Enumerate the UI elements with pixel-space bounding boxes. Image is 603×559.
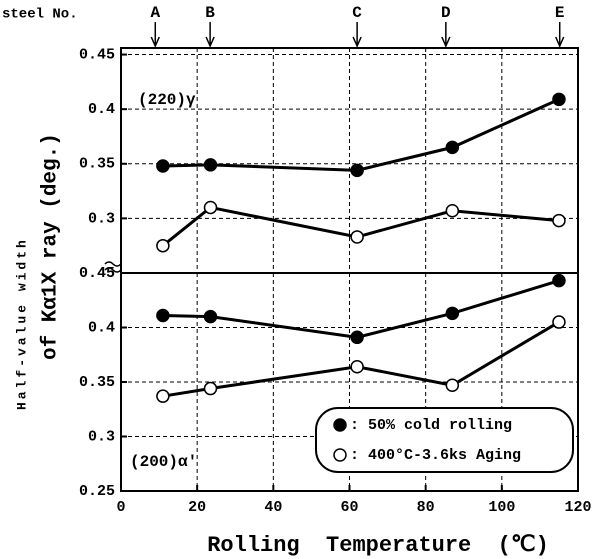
- y-label: Half-value width: [14, 237, 29, 410]
- data-point: [445, 378, 460, 393]
- y-label: of Kα1X ray (deg.): [40, 133, 63, 360]
- steel-letter: C: [352, 4, 362, 22]
- data-line: [162, 279, 560, 339]
- data-point: [156, 159, 170, 173]
- y-tick-label: 0.4: [88, 319, 115, 336]
- x-tick-label: 40: [264, 499, 282, 516]
- panel-label: (220)γ: [138, 91, 196, 109]
- data-point: [156, 238, 170, 253]
- x-tick-label: 120: [564, 499, 591, 516]
- x-tick-label: 100: [488, 499, 515, 516]
- y-tick-label: 0.35: [79, 156, 115, 173]
- steel-label: steel No.: [2, 7, 78, 23]
- data-point: [552, 315, 566, 329]
- steel-arrow: [555, 22, 565, 48]
- data-point: [203, 309, 218, 324]
- steel-letter: A: [150, 4, 160, 22]
- x-tick-label: 80: [417, 499, 435, 516]
- data-point: [552, 92, 566, 107]
- x-tick-label: 20: [188, 499, 206, 516]
- steel-letter: D: [441, 4, 451, 22]
- data-point: [203, 200, 218, 215]
- data-point: [552, 213, 566, 228]
- y-tick-label: 0.35: [79, 374, 115, 391]
- y-tick-label: 0.45: [79, 47, 115, 64]
- data-point: [203, 158, 218, 172]
- data-point: [350, 230, 364, 244]
- data-point: [445, 203, 460, 218]
- x-label: Rolling Temperature (℃): [207, 533, 549, 558]
- legend-label: : 50% cold rolling: [350, 417, 512, 434]
- y-tick-label: 0.3: [88, 210, 115, 227]
- data-point: [350, 330, 364, 345]
- legend-marker: [333, 418, 347, 432]
- steel-arrow: [441, 22, 451, 48]
- steel-arrow: [205, 22, 215, 48]
- steel-letter: E: [555, 4, 565, 22]
- data-point: [156, 308, 170, 323]
- panel-label: (200)α': [130, 453, 197, 471]
- steel-letter: B: [205, 4, 215, 22]
- data-point: [445, 140, 460, 155]
- y-tick-label: 0.4: [88, 101, 115, 118]
- legend-marker: [333, 448, 347, 462]
- data-point: [445, 306, 460, 321]
- legend-label: : 400°C-3.6ks Aging: [350, 447, 521, 464]
- y-tick-label: 0.25: [79, 483, 115, 500]
- data-point: [350, 163, 364, 178]
- steel-arrow: [352, 22, 362, 48]
- data-point: [552, 273, 566, 288]
- axis-break: [104, 261, 122, 273]
- data-point: [350, 359, 364, 374]
- data-point: [156, 389, 170, 403]
- data-line: [162, 97, 560, 172]
- steel-arrow: [150, 22, 160, 48]
- y-tick-label: 0.45: [79, 265, 115, 282]
- legend-box: [315, 407, 574, 473]
- x-tick-label: 60: [340, 499, 358, 516]
- x-tick-label: 0: [116, 499, 125, 516]
- y-tick-label: 0.3: [88, 428, 115, 445]
- data-point: [203, 381, 218, 396]
